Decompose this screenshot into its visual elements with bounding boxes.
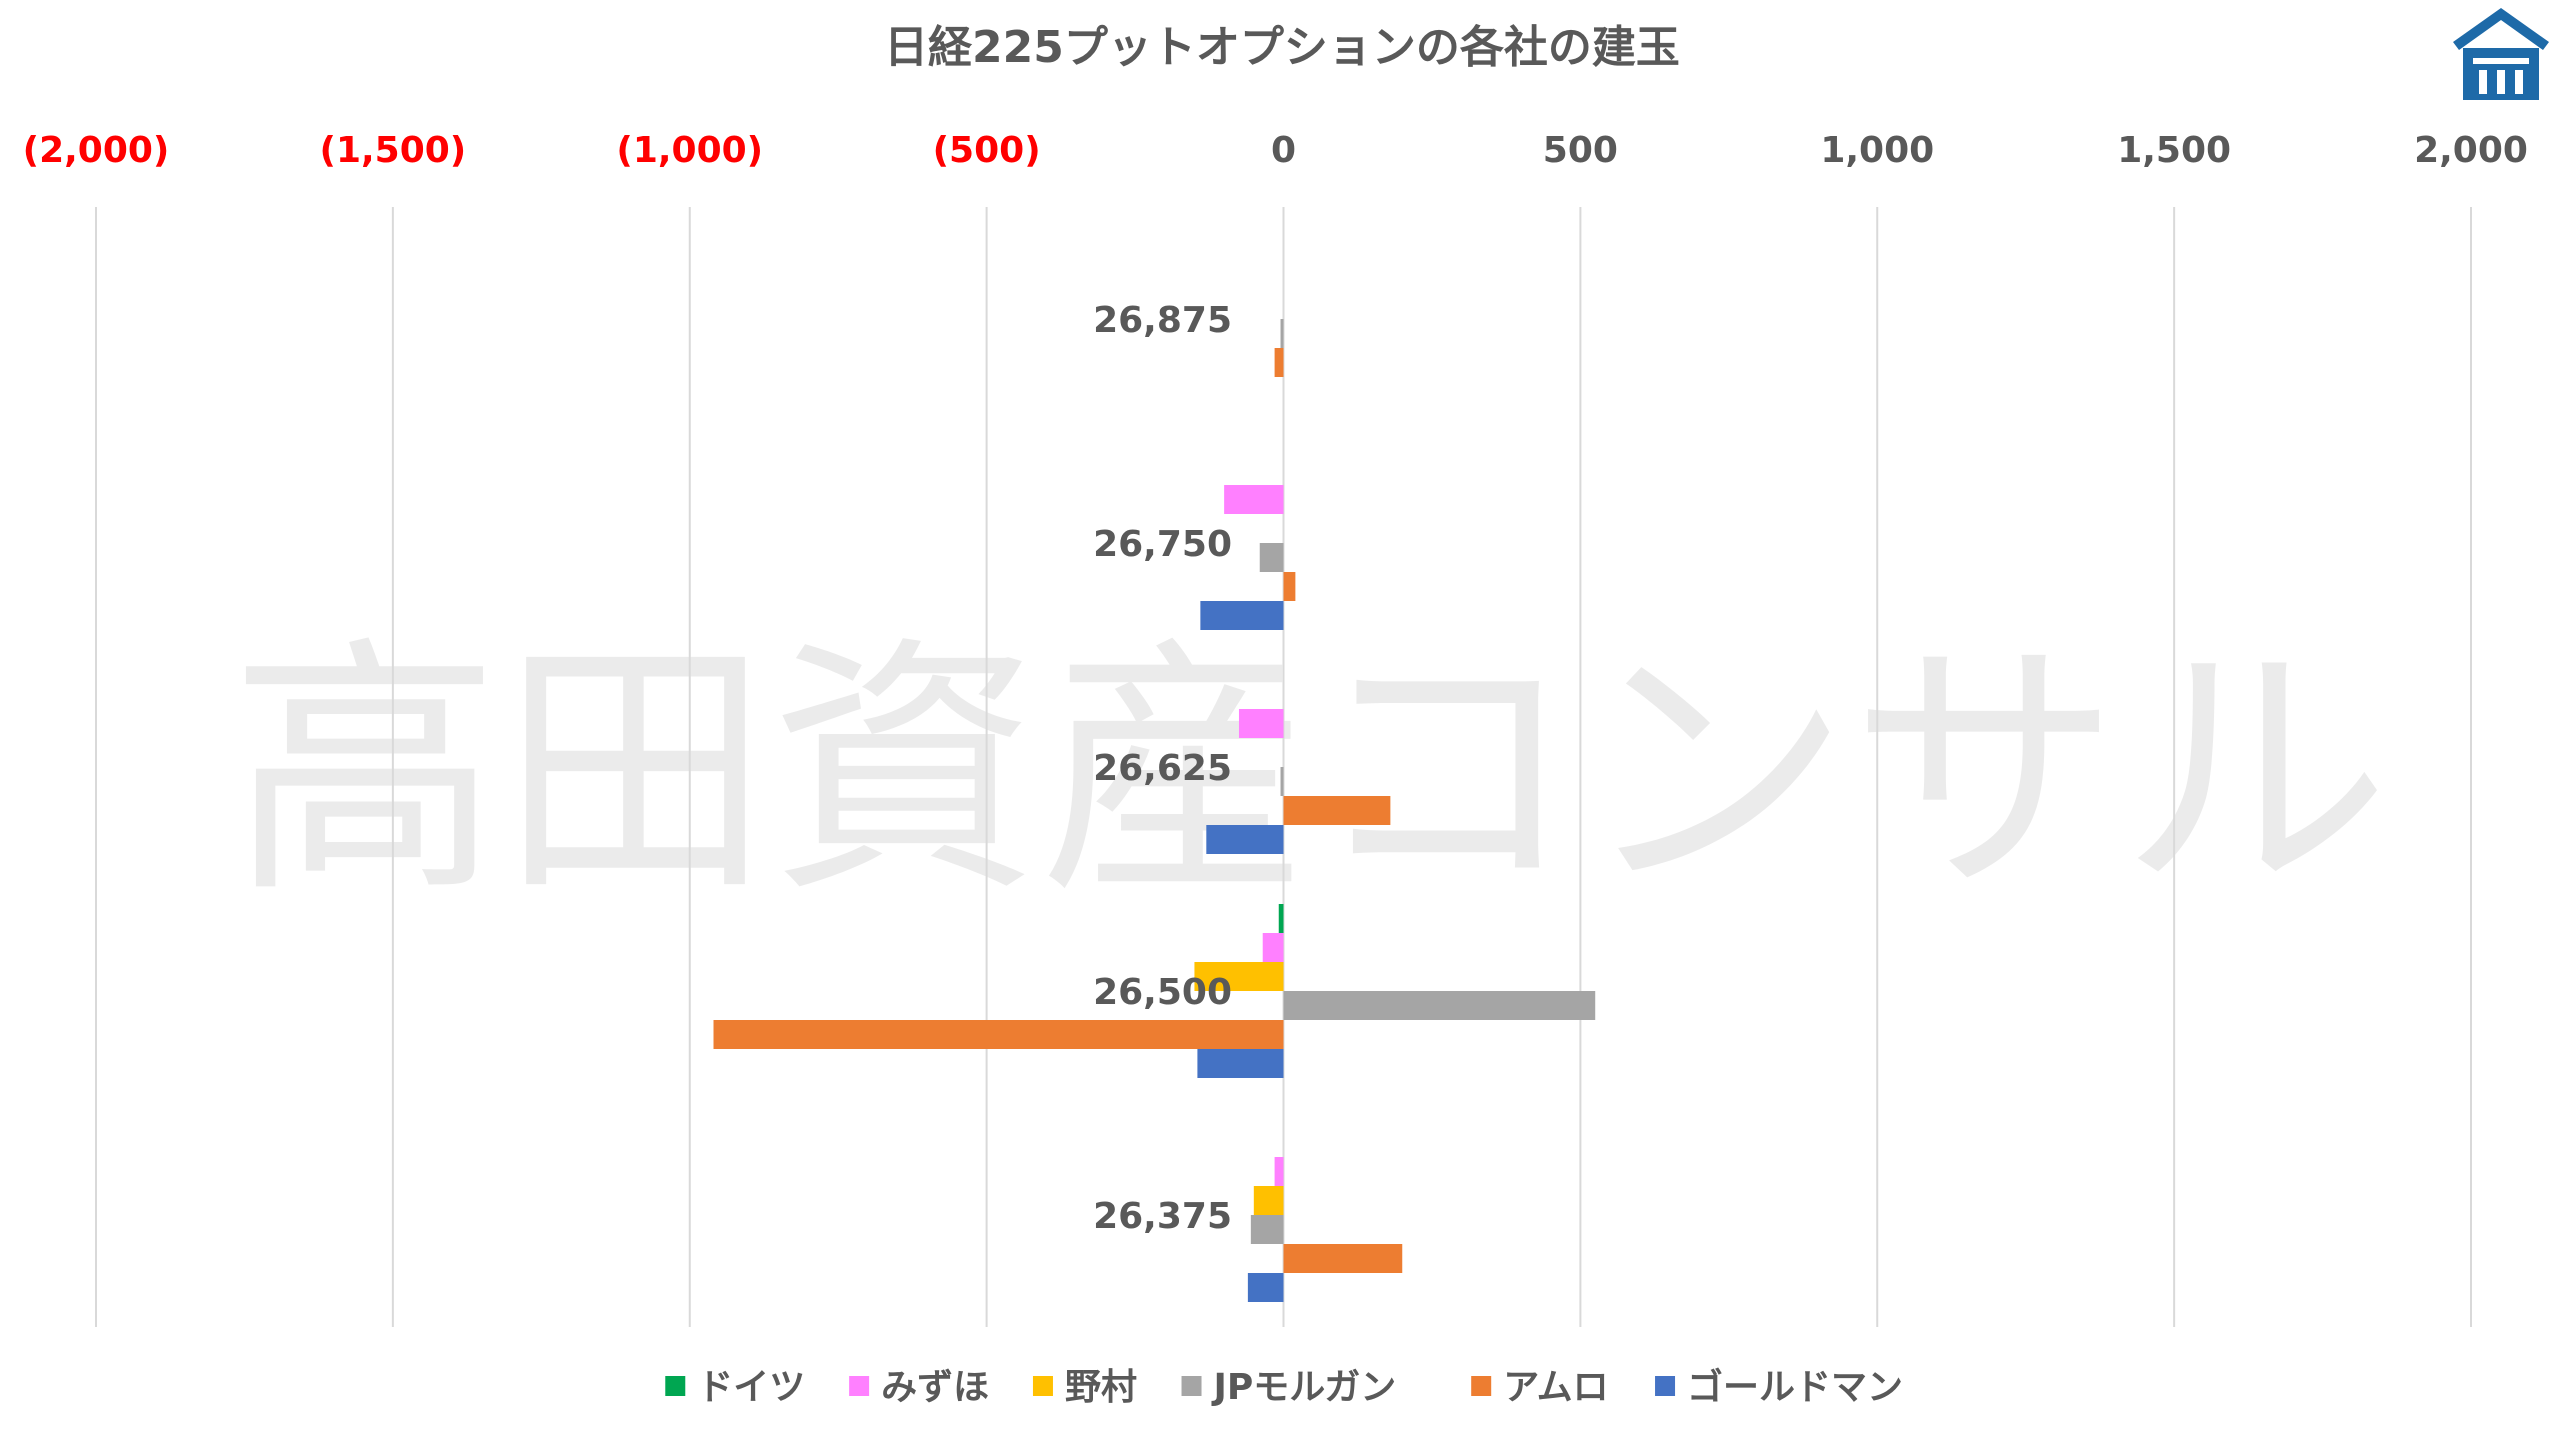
bar-ドイツ-26,500 — [1278, 904, 1284, 933]
x-tick-label: (1,000) — [616, 130, 763, 171]
category-label: 26,750 — [1093, 524, 1232, 565]
legend-label: ドイツ — [697, 1367, 805, 1408]
bar-みずほ-26,375 — [1274, 1157, 1284, 1186]
bar-アムロ-26,500 — [713, 1020, 1284, 1049]
bar-JPモルガン-26,500 — [1283, 991, 1596, 1020]
legend-swatch — [1655, 1376, 1676, 1396]
category-label: 26,375 — [1093, 1196, 1232, 1237]
legend-swatch — [1181, 1376, 1202, 1396]
chart-title: 日経225プットオプションの各社の建玉 — [884, 22, 1680, 73]
category-label: 26,875 — [1093, 300, 1232, 341]
x-tick-label: (500) — [933, 130, 1041, 171]
watermark-text: 高田資産コンサル — [230, 614, 2390, 929]
bar-アムロ-26,875 — [1274, 348, 1284, 377]
bar-ゴールドマン-26,375 — [1247, 1273, 1284, 1302]
bar-みずほ-26,750 — [1224, 485, 1284, 514]
bar-JPモルガン-26,625 — [1280, 767, 1284, 796]
bar-JPモルガン-26,875 — [1280, 319, 1284, 348]
bar-ゴールドマン-26,750 — [1200, 601, 1284, 630]
x-tick-label: 2,000 — [2414, 130, 2528, 171]
legend-label: みずほ — [881, 1367, 989, 1408]
bar-ゴールドマン-26,625 — [1206, 825, 1284, 854]
category-label: 26,500 — [1093, 972, 1232, 1013]
legend-label: ゴールドマン — [1687, 1366, 1903, 1408]
category-label: 26,625 — [1093, 748, 1232, 789]
legend-swatch — [1032, 1376, 1053, 1396]
legend-swatch — [665, 1376, 686, 1396]
bar-みずほ-26,500 — [1262, 933, 1284, 962]
bar-野村-26,375 — [1253, 1186, 1284, 1215]
x-tick-label: 1,000 — [1820, 130, 1934, 171]
bar-野村-26,500 — [1194, 962, 1284, 991]
bar-アムロ-26,750 — [1283, 572, 1296, 601]
x-tick-label: 1,500 — [2117, 130, 2231, 171]
legend-label: アムロ — [1503, 1367, 1608, 1408]
x-tick-label: (2,000) — [23, 130, 170, 171]
house-logo-icon — [2453, 8, 2549, 100]
legend-swatch — [849, 1376, 870, 1396]
legend-label: JPモルガン — [1211, 1367, 1397, 1408]
x-tick-label: 500 — [1543, 130, 1618, 171]
bar-みずほ-26,625 — [1238, 709, 1284, 738]
bar-アムロ-26,625 — [1283, 796, 1391, 825]
bar-JPモルガン-26,375 — [1250, 1215, 1284, 1244]
x-tick-label: (1,500) — [319, 130, 466, 171]
x-tick-label: 0 — [1271, 130, 1296, 171]
bar-アムロ-26,375 — [1283, 1244, 1403, 1273]
bar-ゴールドマン-26,500 — [1197, 1049, 1284, 1078]
bar-JPモルガン-26,750 — [1259, 543, 1284, 572]
legend-swatch — [1471, 1376, 1492, 1396]
legend-label: 野村 — [1065, 1367, 1137, 1408]
